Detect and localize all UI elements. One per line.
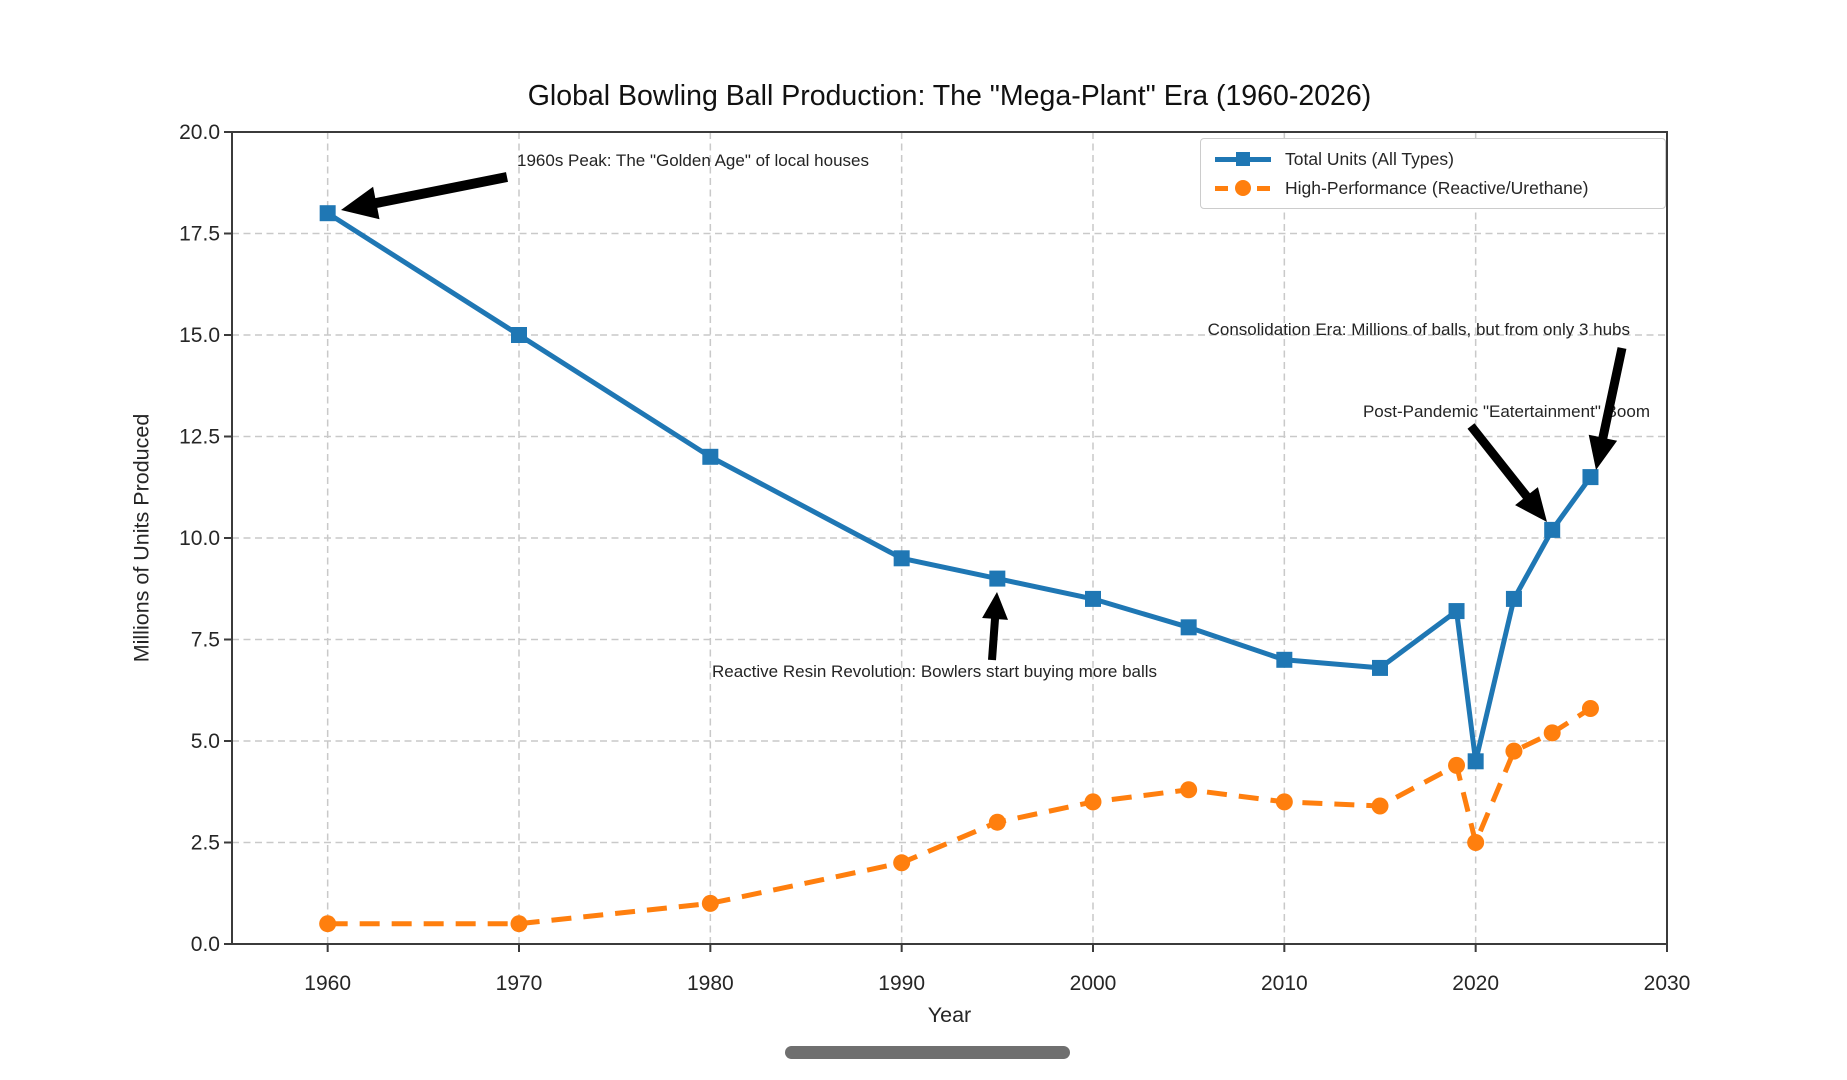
data-point-marker-circle [1448,756,1466,774]
annotation-post-pandemic: Post-Pandemic "Eatertainment" Boom [1362,402,1650,421]
legend-sample-total-units [1215,148,1271,170]
x-tick-label: 1970 [496,972,543,995]
y-tick-label: 15.0 [179,324,220,347]
data-point-marker-circle [1275,793,1293,811]
data-point-marker-square [1180,619,1197,636]
y-axis-label: Millions of Units Produced [129,413,154,663]
annotation-1960s-peak: 1960s Peak: The "Golden Age" of local ho… [517,151,869,170]
legend-sample-high-performance [1215,177,1271,199]
legend-label-total-units: Total Units (All Types) [1285,148,1454,169]
annotation-reactive-resin: Reactive Resin Revolution: Bowlers start… [712,662,1158,681]
data-point-marker-circle [1543,724,1561,742]
data-point-marker-square [1582,469,1599,486]
legend-entry-total-units: Total Units (All Types) [1215,148,1665,170]
y-tick-label: 7.5 [191,629,220,652]
x-tick-label: 1990 [878,972,925,995]
data-point-marker-square [1505,590,1522,607]
x-tick-label: 2030 [1644,972,1691,995]
data-point-marker-square [1544,521,1561,538]
data-point-marker-circle [510,915,528,933]
x-tick-label: 2010 [1261,972,1308,995]
data-point-marker-circle [893,854,911,872]
x-tick-label: 1960 [304,972,351,995]
y-tick-label: 17.5 [179,223,220,246]
total-units-line [326,211,1593,764]
data-point-marker-circle [701,894,719,912]
y-tick-label: 20.0 [179,121,220,144]
y-tick-label: 5.0 [191,730,220,753]
data-point-marker-circle [1084,793,1102,811]
data-point-marker-square [989,570,1006,587]
data-point-marker-circle [1581,700,1599,718]
y-tick-label: 12.5 [179,426,220,449]
legend: Total Units (All Types) High-Performance… [1200,138,1666,209]
x-tick-label: 1980 [687,972,734,995]
data-point-marker-circle [988,813,1006,831]
x-axis-label: Year [927,1003,972,1027]
y-tick-label: 0.0 [191,933,220,956]
data-point-marker-square [511,327,527,343]
data-point-marker-circle [1371,797,1389,815]
chart-title: Global Bowling Ball Production: The "Meg… [527,80,1372,112]
data-point-marker-square [1276,651,1293,668]
data-point-marker-square [1372,659,1388,676]
square-marker-icon [1236,152,1250,166]
data-point-marker-circle [1180,781,1198,799]
home-indicator-bar [785,1046,1070,1059]
x-tick-label: 2000 [1070,972,1117,995]
y-tick-label: 2.5 [191,832,220,855]
data-point-marker-square [893,550,910,567]
legend-entry-high-performance: High-Performance (Reactive/Urethane) [1215,177,1665,199]
legend-label-high-performance: High-Performance (Reactive/Urethane) [1285,177,1589,198]
data-point-marker-square [1085,590,1101,607]
y-tick-label: 10.0 [179,527,220,550]
high-performance-line [327,706,1592,927]
data-point-marker-circle [319,915,337,933]
data-point-marker-circle [1505,742,1523,760]
data-point-marker-circle [1467,834,1485,851]
data-point-marker-square [319,205,336,222]
circle-marker-icon [1235,180,1251,196]
x-tick-label: 2020 [1452,972,1499,995]
annotation-consolidation-era: Consolidation Era: Millions of balls, bu… [1207,320,1630,339]
data-point-marker-square [1448,603,1465,620]
data-point-marker-square [1467,753,1484,770]
data-point-marker-square [702,448,719,465]
